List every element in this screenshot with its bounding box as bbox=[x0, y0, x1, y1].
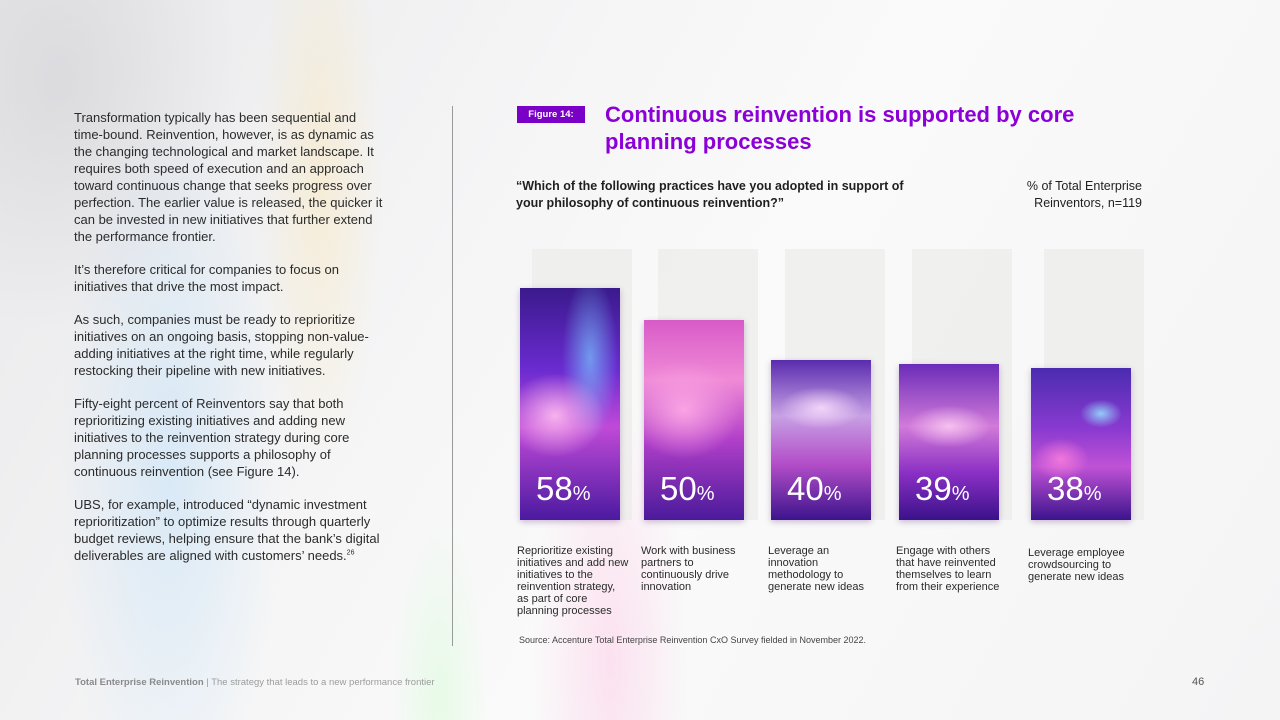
footer-tagline: The strategy that leads to a new perform… bbox=[211, 677, 435, 688]
bar-value-label: 50% bbox=[660, 472, 715, 511]
source-note: Source: Accenture Total Enterprise Reinv… bbox=[519, 635, 867, 645]
bar-value-unit: % bbox=[951, 483, 970, 505]
paragraph-5-text: UBS, for example, introduced “dynamic in… bbox=[74, 497, 380, 563]
category-label: Work with business partners to continuou… bbox=[641, 545, 736, 593]
column-divider bbox=[452, 106, 453, 646]
bar-value-unit: % bbox=[1083, 483, 1102, 505]
bar-value-label: 38% bbox=[1047, 472, 1102, 511]
footer-separator: | bbox=[203, 677, 212, 688]
bar-value-number: 38 bbox=[1047, 470, 1084, 507]
bar-value-number: 39 bbox=[915, 470, 952, 507]
bar-value-label: 58% bbox=[536, 472, 591, 511]
bar bbox=[771, 360, 871, 520]
bar-value-label: 40% bbox=[787, 472, 842, 511]
bar-value-unit: % bbox=[572, 483, 591, 505]
survey-question: “Which of the following practices have y… bbox=[516, 179, 904, 210]
bar-value-number: 40 bbox=[787, 470, 824, 507]
category-label: Engage with others that have reinvented … bbox=[896, 545, 1000, 593]
footer-brand: Total Enterprise Reinvention bbox=[75, 677, 204, 688]
bar bbox=[899, 364, 999, 520]
bar-value-label: 39% bbox=[915, 472, 970, 511]
body-text: Transformation typically has been sequen… bbox=[74, 109, 384, 580]
bar bbox=[520, 288, 620, 520]
bar-value-unit: % bbox=[823, 483, 842, 505]
paragraph-3: As such, companies must be ready to repr… bbox=[74, 312, 369, 378]
figure-title: Continuous reinvention is supported by c… bbox=[605, 102, 1075, 154]
bar bbox=[644, 320, 744, 520]
bar-value-number: 58 bbox=[536, 470, 573, 507]
page-number: 46 bbox=[1192, 676, 1205, 688]
bar bbox=[1031, 368, 1131, 520]
paragraph-2: It’s therefore critical for companies to… bbox=[74, 262, 339, 294]
footer: Total Enterprise Reinvention | The strat… bbox=[75, 677, 435, 688]
footnote-ref: 26 bbox=[346, 549, 355, 557]
bar-value-unit: % bbox=[696, 483, 715, 505]
category-label: Leverage an innovation methodology to ge… bbox=[768, 545, 865, 593]
metric-note: % of Total Enterprise Reinventors, n=119 bbox=[922, 178, 1142, 212]
category-label: Leverage employee crowdsourcing to gener… bbox=[1028, 547, 1125, 583]
bar-value-number: 50 bbox=[660, 470, 697, 507]
metric-note-line-1: % of Total Enterprise bbox=[1026, 179, 1142, 193]
category-label: Reprioritize existing initiatives and ad… bbox=[517, 545, 629, 617]
paragraph-4: Fifty-eight percent of Reinventors say t… bbox=[74, 396, 350, 479]
figure-badge: Figure 14: bbox=[517, 106, 585, 123]
metric-note-line-2: Reinventors, n=119 bbox=[1034, 196, 1142, 210]
paragraph-1: Transformation typically has been sequen… bbox=[74, 110, 383, 244]
paragraph-5: UBS, for example, introduced “dynamic in… bbox=[74, 496, 384, 564]
